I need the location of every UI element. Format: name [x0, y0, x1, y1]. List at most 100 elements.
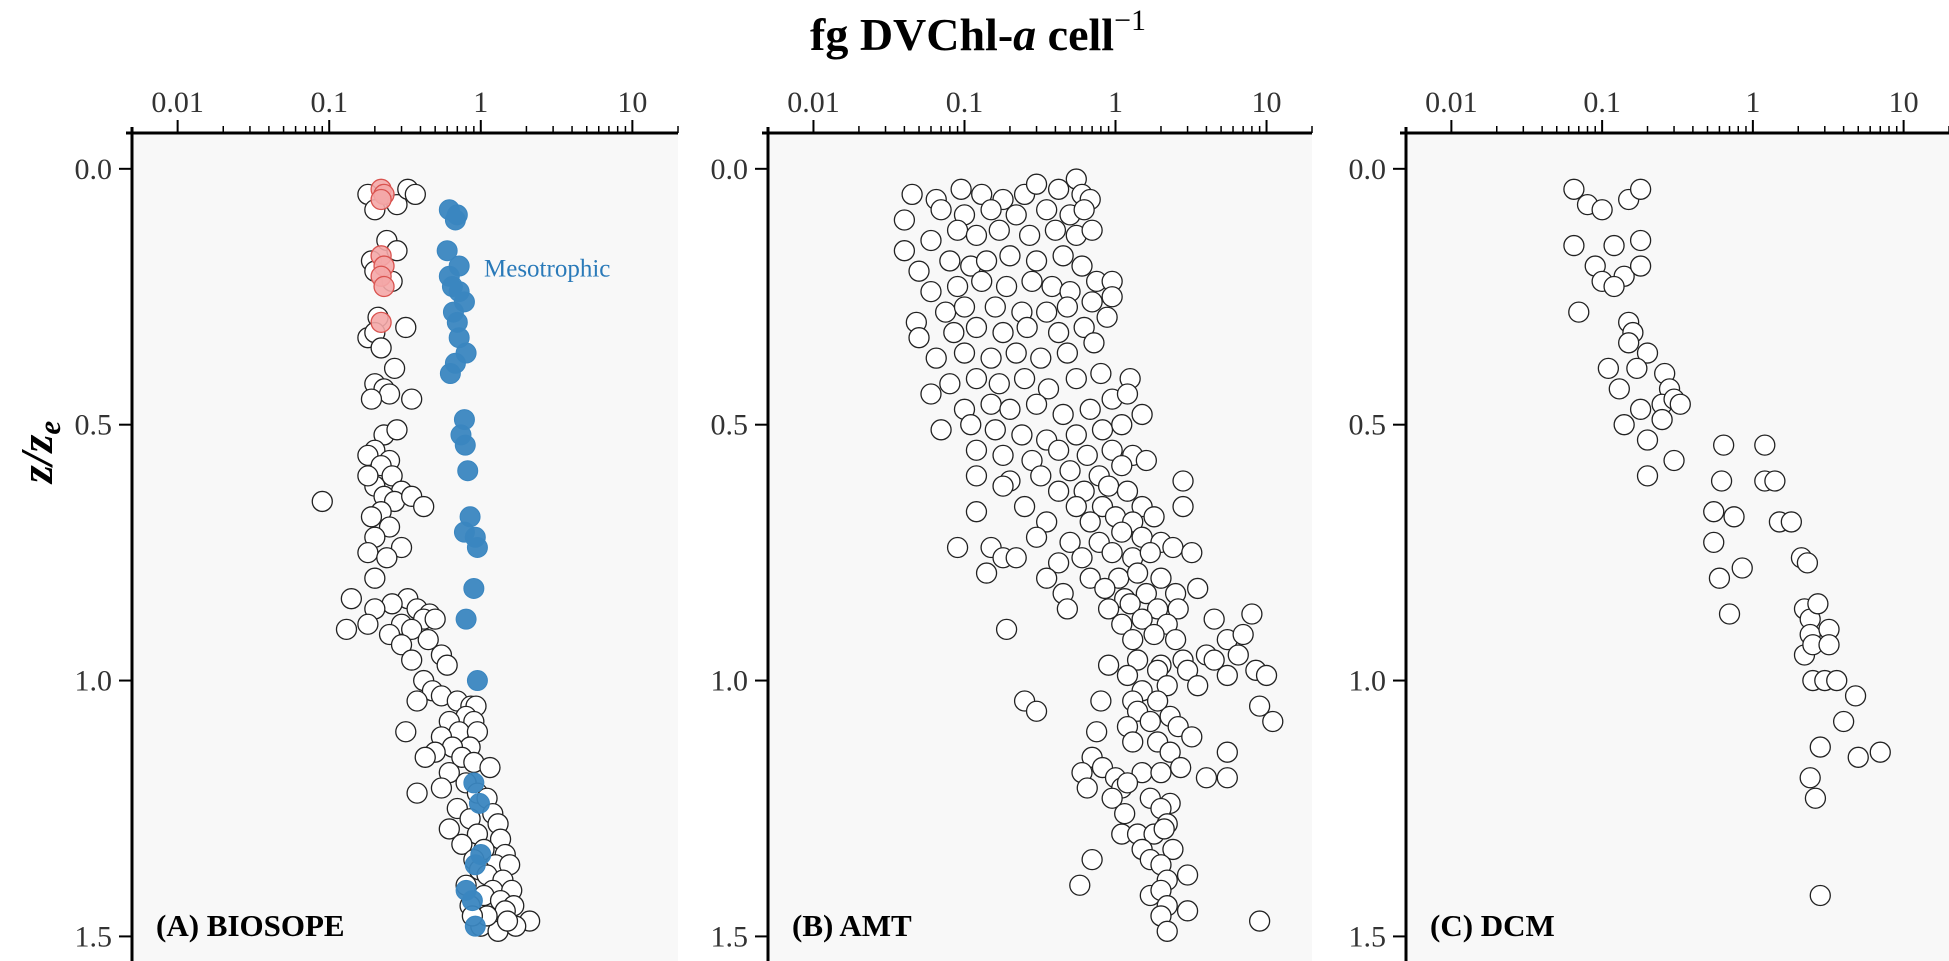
data-point	[965, 367, 988, 390]
data-point	[1030, 465, 1052, 487]
data-point	[965, 465, 988, 487]
data-point	[1818, 634, 1840, 656]
data-point	[1162, 536, 1184, 559]
data-point	[1603, 275, 1625, 298]
data-point	[370, 188, 392, 211]
data-point	[1809, 884, 1831, 907]
data-point	[430, 777, 453, 799]
data-point	[1135, 582, 1157, 605]
data-point	[1703, 501, 1725, 523]
data-point	[1591, 199, 1613, 221]
data-point	[999, 398, 1021, 420]
data-point	[1047, 321, 1070, 344]
data-point	[1754, 434, 1776, 456]
data-point	[1111, 414, 1133, 436]
series-stations	[1563, 178, 1891, 907]
data-point	[390, 634, 413, 656]
data-point	[1629, 398, 1652, 420]
data-point	[1170, 756, 1192, 779]
data-point	[1832, 710, 1855, 733]
data-point	[1248, 695, 1271, 717]
data-point	[395, 721, 417, 743]
data-point	[1056, 342, 1079, 364]
data-point	[457, 460, 479, 482]
data-point	[1710, 470, 1733, 492]
data-point	[413, 495, 435, 518]
data-point	[1097, 475, 1120, 497]
data-point	[370, 337, 392, 359]
data-point	[1796, 552, 1819, 574]
data-point	[439, 363, 461, 385]
data-point	[1626, 357, 1648, 380]
data-point	[920, 229, 942, 252]
data-point	[1780, 511, 1803, 533]
data-point	[1059, 460, 1081, 482]
y-tick-label: 1.5	[711, 920, 749, 953]
x-tick-label: 1	[1108, 86, 1123, 119]
data-point	[1122, 628, 1144, 651]
x-tick-label: 0.1	[310, 86, 348, 119]
data-point	[1232, 623, 1254, 646]
data-point	[1047, 439, 1070, 461]
panel-label: (C) DCM	[1430, 908, 1555, 943]
data-point	[1073, 316, 1095, 339]
data-point	[971, 183, 993, 206]
data-point	[1021, 270, 1043, 293]
data-point	[992, 444, 1014, 467]
data-point	[1059, 531, 1081, 554]
data-point	[1608, 378, 1630, 400]
annotation-mesotrophic: Mesotrophic	[484, 255, 610, 282]
data-point	[1731, 557, 1753, 579]
data-point	[1146, 659, 1169, 681]
data-point	[1079, 398, 1101, 420]
data-point	[395, 316, 417, 339]
data-point	[436, 240, 458, 262]
data-point	[1713, 434, 1735, 456]
data-point	[893, 209, 916, 231]
x-tick-label: 0.01	[151, 86, 204, 119]
data-point	[463, 772, 485, 794]
data-point	[950, 178, 972, 200]
data-point	[1036, 301, 1058, 323]
data-point	[1005, 547, 1027, 569]
data-point	[1052, 403, 1074, 426]
data-point	[1669, 393, 1691, 415]
data-point	[468, 792, 490, 814]
plot-background	[1406, 133, 1949, 961]
data-point	[360, 388, 383, 410]
data-point	[1799, 767, 1821, 789]
panel-label: (A) BIOSOPE	[156, 908, 345, 943]
data-point	[1081, 291, 1103, 313]
data-point	[1025, 173, 1048, 195]
data-point	[1164, 628, 1187, 651]
data-point	[1126, 649, 1149, 671]
data-point	[1156, 920, 1178, 942]
data-point	[1187, 675, 1209, 697]
y-tick-label: 1.0	[75, 665, 113, 698]
data-point	[1663, 449, 1685, 472]
data-point	[1153, 818, 1175, 840]
data-point	[1083, 332, 1105, 354]
data-point	[463, 577, 485, 599]
data-point	[464, 915, 486, 937]
data-point	[1071, 547, 1093, 569]
data-point	[1629, 178, 1652, 200]
data-point	[1703, 531, 1725, 554]
data-point	[401, 649, 423, 671]
data-point	[1172, 495, 1194, 518]
data-point	[340, 588, 363, 610]
data-point	[1101, 787, 1123, 809]
data-point	[1111, 521, 1133, 543]
data-point	[436, 654, 458, 676]
data-point	[335, 618, 358, 641]
y-tick-label: 1.5	[1349, 920, 1387, 953]
data-point	[1071, 255, 1093, 277]
data-point	[1629, 229, 1652, 252]
y-tick-label: 1.5	[75, 920, 113, 953]
data-point	[470, 844, 492, 866]
data-point	[1187, 577, 1209, 600]
y-tick-label: 0.5	[711, 409, 749, 442]
data-point	[988, 373, 1010, 395]
data-point	[311, 490, 333, 513]
